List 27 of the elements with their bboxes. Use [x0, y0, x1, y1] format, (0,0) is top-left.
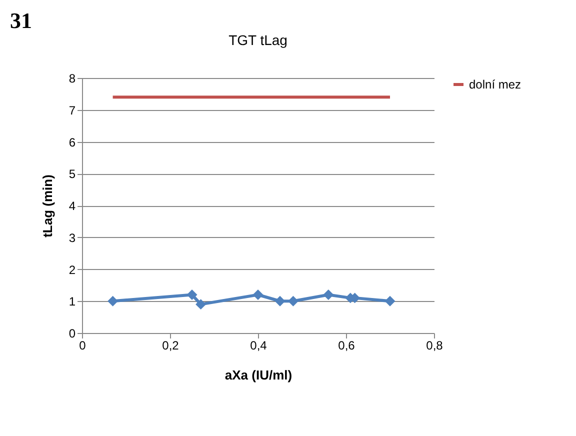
point [186, 290, 198, 300]
point [252, 290, 264, 300]
y-axis-title: tLag (min) [40, 174, 55, 238]
y-tick-label: 7 [68, 103, 76, 118]
point [108, 296, 118, 306]
x-tick-label: 0,6 [338, 338, 356, 352]
x-axis-title: aXa (IU/ml) [224, 368, 292, 382]
x-tick-label: 0 [79, 338, 86, 352]
y-tick-label: 6 [68, 135, 76, 150]
point [274, 296, 286, 306]
point [288, 296, 298, 306]
y-tick-label: 5 [68, 167, 76, 182]
x-tick-label: 0,4 [250, 338, 268, 352]
y-tick-label: 2 [68, 262, 76, 277]
point [384, 296, 396, 306]
y-tick-label: 0 [68, 326, 76, 340]
point [323, 290, 334, 300]
legend-label: dolní mez [469, 78, 522, 92]
x-tick-label: 0,2 [162, 338, 180, 352]
y-tick-label: 1 [68, 294, 76, 309]
x-tick-label: 0,8 [426, 338, 444, 352]
text: 31 [10, 8, 32, 33]
point [196, 299, 206, 310]
y-tick-label: 4 [68, 199, 76, 213]
y-tick-label: 8 [68, 72, 76, 86]
chart-title: TGT tLag [228, 32, 288, 48]
y-tick-label: 3 [68, 230, 76, 245]
